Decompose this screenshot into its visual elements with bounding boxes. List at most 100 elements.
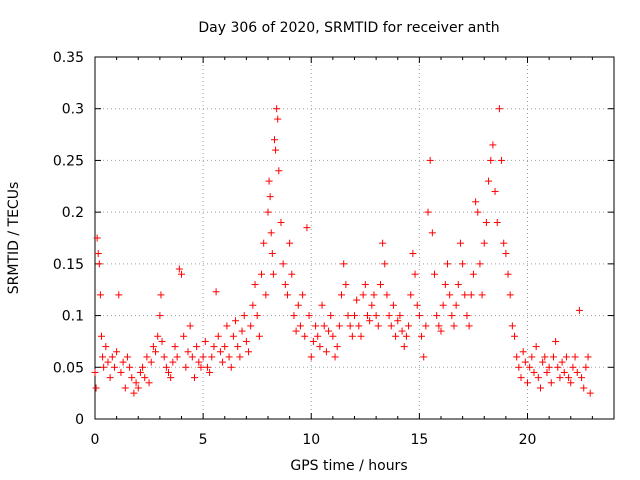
data-point bbox=[437, 327, 445, 335]
data-point bbox=[145, 379, 153, 387]
data-point bbox=[184, 348, 192, 356]
data-point bbox=[396, 312, 404, 320]
data-point bbox=[206, 368, 214, 376]
data-point bbox=[528, 353, 536, 361]
data-point bbox=[491, 187, 499, 195]
data-point bbox=[157, 291, 165, 299]
data-point bbox=[258, 270, 266, 278]
data-point bbox=[515, 363, 523, 371]
data-point bbox=[238, 327, 246, 335]
data-point bbox=[502, 250, 510, 258]
data-point bbox=[267, 229, 275, 237]
data-point bbox=[556, 374, 564, 382]
data-point bbox=[134, 384, 142, 392]
data-point bbox=[167, 374, 175, 382]
data-point bbox=[495, 105, 503, 113]
data-point bbox=[265, 177, 273, 185]
data-point bbox=[132, 379, 140, 387]
data-point bbox=[562, 353, 570, 361]
data-point bbox=[571, 353, 579, 361]
data-point bbox=[96, 291, 104, 299]
data-point bbox=[508, 322, 516, 330]
data-point bbox=[448, 312, 456, 320]
data-point bbox=[303, 224, 311, 232]
data-point bbox=[264, 208, 272, 216]
data-point bbox=[385, 312, 393, 320]
data-point bbox=[147, 358, 155, 366]
data-point bbox=[93, 234, 101, 242]
data-point bbox=[108, 353, 116, 361]
data-point bbox=[511, 332, 519, 340]
data-point bbox=[288, 270, 296, 278]
data-point bbox=[203, 363, 211, 371]
data-point bbox=[312, 322, 320, 330]
data-point bbox=[143, 353, 151, 361]
data-point bbox=[409, 250, 417, 258]
data-point bbox=[536, 384, 544, 392]
data-point bbox=[478, 291, 486, 299]
data-point bbox=[355, 322, 363, 330]
data-point bbox=[463, 312, 471, 320]
data-point bbox=[545, 363, 553, 371]
data-point bbox=[346, 322, 354, 330]
data-point bbox=[281, 281, 289, 289]
x-tick-label: 15 bbox=[410, 432, 428, 448]
data-point bbox=[439, 301, 447, 309]
data-point bbox=[411, 270, 419, 278]
data-point bbox=[126, 363, 134, 371]
chart-title: Day 306 of 2020, SRMTID for receiver ant… bbox=[198, 20, 499, 36]
data-point bbox=[370, 291, 378, 299]
data-point bbox=[266, 193, 274, 201]
axis-ticks: 0 5 10 15 20 0 0.05 0.1 0.15 0.2 0.25 0.3 0.35 bbox=[53, 50, 614, 448]
data-point bbox=[344, 312, 352, 320]
data-point bbox=[554, 363, 562, 371]
data-point bbox=[560, 368, 568, 376]
x-tick-label: 20 bbox=[519, 432, 537, 448]
data-point bbox=[366, 317, 374, 325]
data-point bbox=[165, 368, 173, 376]
data-point bbox=[573, 368, 581, 376]
data-point bbox=[405, 322, 413, 330]
data-point bbox=[485, 177, 493, 185]
data-point bbox=[565, 374, 573, 382]
data-point bbox=[433, 312, 441, 320]
data-point bbox=[472, 198, 480, 206]
data-point bbox=[526, 363, 534, 371]
data-point bbox=[268, 250, 276, 258]
data-point bbox=[552, 337, 560, 345]
data-point bbox=[160, 353, 168, 361]
data-point bbox=[342, 281, 350, 289]
data-point bbox=[578, 374, 586, 382]
data-point bbox=[119, 358, 127, 366]
data-point bbox=[283, 291, 291, 299]
data-point bbox=[221, 343, 229, 351]
data-point bbox=[320, 322, 328, 330]
data-point bbox=[95, 260, 103, 268]
data-point bbox=[274, 115, 282, 123]
data-point bbox=[227, 363, 235, 371]
data-point bbox=[234, 343, 242, 351]
data-point bbox=[186, 322, 194, 330]
data-point bbox=[212, 288, 220, 296]
data-point bbox=[517, 374, 525, 382]
data-point bbox=[398, 327, 406, 335]
data-point bbox=[322, 348, 330, 356]
data-point bbox=[255, 332, 263, 340]
data-point bbox=[532, 343, 540, 351]
data-point bbox=[467, 291, 475, 299]
data-point bbox=[210, 343, 218, 351]
data-point bbox=[422, 322, 430, 330]
data-point bbox=[195, 358, 203, 366]
data-point bbox=[498, 156, 506, 164]
data-point bbox=[260, 239, 268, 247]
data-point bbox=[420, 353, 428, 361]
data-point bbox=[269, 270, 277, 278]
data-point bbox=[251, 281, 259, 289]
data-point bbox=[426, 156, 434, 164]
data-point bbox=[331, 353, 339, 361]
data-point bbox=[272, 146, 280, 154]
data-point bbox=[136, 368, 144, 376]
data-point bbox=[431, 270, 439, 278]
data-point bbox=[368, 301, 376, 309]
data-point bbox=[240, 312, 248, 320]
